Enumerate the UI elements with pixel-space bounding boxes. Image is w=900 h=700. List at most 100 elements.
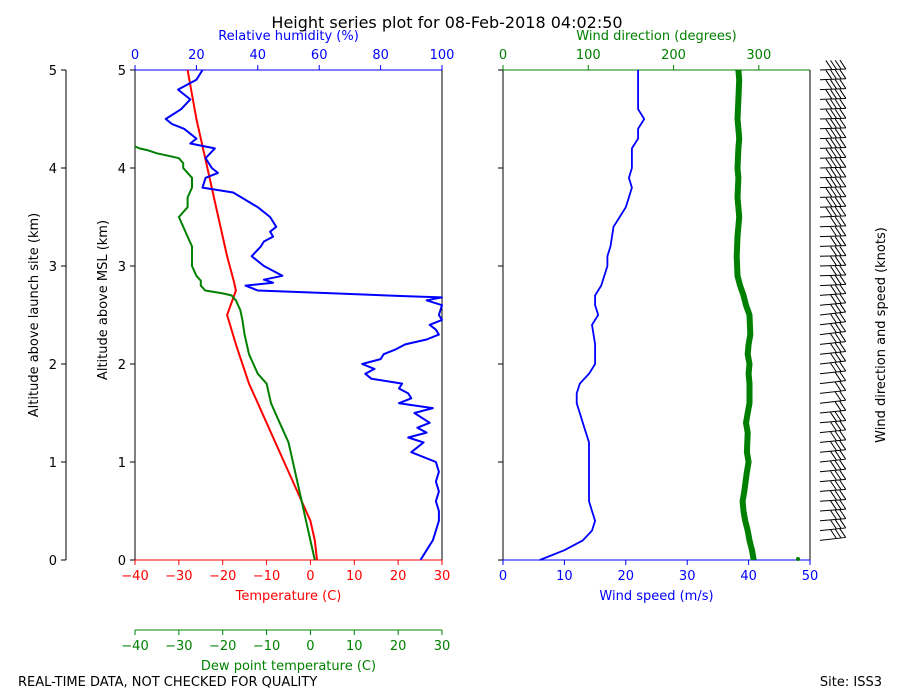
temperature-x-tick-label: −30: [165, 569, 192, 584]
wind-barb-shaft: [819, 351, 846, 355]
wind-barb-feather: [839, 293, 847, 304]
msl-y-tick-label: 2: [118, 358, 126, 373]
wind-barb-feather: [834, 332, 842, 343]
wind-barb-feather: [834, 265, 842, 276]
wind-barb-feather: [839, 148, 847, 158]
wind-barb-feather: [830, 284, 837, 295]
wind-barb-shaft: [819, 311, 846, 316]
wind-barb-feather: [825, 168, 833, 178]
wind-barb-shaft: [819, 488, 846, 492]
wind-barb-feather: [834, 59, 842, 70]
wind-barb-feather: [830, 246, 837, 257]
wind-barb-feather: [839, 302, 847, 313]
wind-panel: 0 10 20 30 40 50 Wind speed (m/s) 0 100 200 300 Win…: [498, 29, 889, 604]
wind-barb-feather: [834, 177, 842, 188]
wind-barb-shaft: [819, 255, 846, 257]
humidity-x-tick-label: 40: [250, 48, 267, 63]
msl-y-tick-label: 5: [118, 64, 126, 79]
wind-barb-shaft: [819, 186, 846, 189]
wind-barb-shaft: [819, 88, 846, 91]
speed-x-tick-label: 0: [499, 569, 507, 584]
wind-barb-feather: [830, 158, 837, 168]
wind-barb-feather: [830, 60, 837, 70]
wind-barb-feather: [834, 313, 842, 323]
wind-barb-feather: [834, 158, 842, 168]
wind-barb-feather: [834, 118, 842, 129]
direction-x-tick-label: 300: [746, 48, 771, 63]
wind-barb-feather: [839, 196, 847, 207]
wind-barb-shaft: [819, 196, 846, 198]
wind-barb-feather: [839, 312, 847, 323]
wind-barb-shaft: [819, 264, 846, 267]
wind-barb-feather: [839, 206, 847, 217]
wind-barb-feather: [834, 391, 842, 402]
wind-barb-feather: [839, 361, 847, 372]
speed-axis-label: Wind speed (m/s): [599, 589, 713, 604]
wind-barb-feather: [834, 167, 842, 178]
wind-barb-feather: [830, 275, 837, 286]
wind-barb-shaft: [819, 458, 846, 463]
dewpoint-x-tick-label: 20: [390, 639, 407, 654]
wind-barb-feather: [834, 371, 842, 382]
wind-barb-feather: [830, 266, 837, 276]
wind-barb-feather: [834, 381, 842, 392]
wind-barb-feather: [834, 480, 842, 490]
direction-x-tick-label: 100: [576, 48, 601, 63]
wind-barb-feather: [839, 157, 847, 168]
wind-barb-feather: [834, 236, 842, 247]
outer-y-tick-label: 1: [49, 456, 57, 471]
wind-barb-feather: [839, 390, 847, 401]
wind-barb-feather: [830, 352, 837, 363]
wind-barb-shaft: [819, 527, 846, 532]
wind-barbs: [819, 59, 847, 541]
wind-barb-feather: [830, 480, 837, 491]
chart-title: Height series plot for 08-Feb-2018 04:02…: [271, 13, 622, 32]
wind-barb-feather: [834, 275, 842, 285]
msl-y-tick-label: 4: [118, 162, 126, 177]
wind-barb-feather: [834, 490, 842, 501]
wind-barb-feather: [830, 431, 837, 442]
outer-y-axis-label: Altitude above launch site (km): [27, 213, 42, 417]
speed-x-tick-label: 40: [740, 569, 757, 584]
humidity-axis-label: Relative humidity (%): [218, 29, 359, 44]
wind-barb-feather: [825, 119, 833, 129]
wind-barb-feather: [839, 371, 847, 381]
wind-barb-feather: [839, 322, 847, 332]
outer-y-tick-label: 5: [49, 64, 57, 79]
wind-barb-feather: [834, 509, 842, 520]
wind-barb-shaft: [819, 302, 846, 306]
wind-barb-shaft: [819, 380, 846, 385]
wind-barb-shaft: [819, 439, 846, 443]
wind-barb-feather: [830, 500, 837, 511]
speed-x-tick-label: 20: [618, 569, 635, 584]
wind-barb-feather: [830, 470, 837, 481]
temperature-x-tick-label: 0: [306, 569, 314, 584]
wind-barb-shaft: [819, 360, 846, 365]
wind-barb-shaft: [819, 518, 846, 522]
temperature-x-tick-label: 10: [346, 569, 363, 584]
wind-barb-feather: [839, 284, 847, 294]
humidity-x-tick-label: 80: [372, 48, 389, 63]
wind-barb-feather: [839, 381, 847, 391]
temperature-x-tick-label: −10: [253, 569, 280, 584]
wind-barb-feather: [839, 460, 847, 470]
outer-y-tick-label: 0: [49, 554, 57, 569]
wind-barb-shaft: [819, 321, 846, 326]
wind-barb-shaft: [819, 127, 846, 130]
wind-barb-feather: [839, 187, 847, 197]
wind-barb-feather: [825, 187, 833, 198]
wind-barb-feather: [834, 352, 842, 362]
wind-barb-feather: [839, 256, 847, 266]
wind-barb-feather: [830, 69, 837, 80]
humidity-x-tick-label: 20: [188, 48, 205, 63]
msl-y-tick-label: 3: [118, 260, 126, 275]
outer-altitude-axis: 0 1 2 3 4 5 Altitude above launch site (km): [27, 64, 67, 569]
wind-barb-feather: [839, 528, 847, 538]
wind-barb-feather: [839, 480, 847, 490]
wind-barb-feather: [839, 99, 847, 109]
wind-barb-shaft: [819, 97, 846, 100]
wind-barb-feather: [839, 216, 847, 227]
wind-barb-shaft: [819, 409, 846, 414]
wind-barb-feather: [834, 519, 842, 529]
wind-barb-feather: [825, 99, 833, 110]
